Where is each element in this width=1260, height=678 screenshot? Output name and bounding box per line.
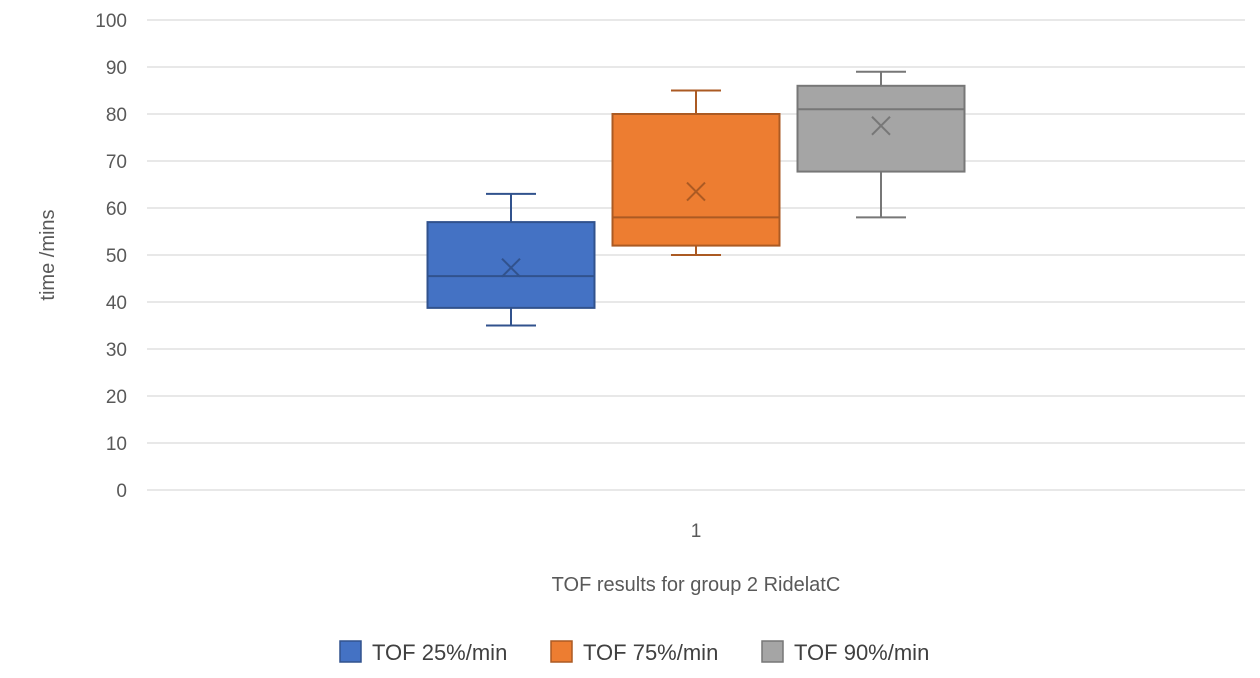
box — [611, 113, 781, 247]
mean-marker — [686, 181, 706, 202]
x-axis-ticks: 1 — [691, 521, 702, 542]
box-series — [426, 70, 966, 327]
mean-marker — [871, 116, 891, 136]
y-tick-label: 70 — [106, 152, 127, 173]
y-axis-ticks: 0 10 20 30 40 50 60 70 80 90 100 — [95, 11, 127, 502]
y-tick-label: 20 — [106, 387, 127, 408]
legend-label: TOF 25%/min — [372, 640, 507, 665]
legend-swatch — [761, 640, 784, 663]
y-tick-label: 100 — [95, 11, 127, 32]
x-axis-title: TOF results for group 2 RidelatC — [552, 574, 841, 596]
box — [426, 221, 596, 309]
legend-item-3: TOF 90%/min — [761, 640, 929, 665]
y-tick-label: 30 — [106, 340, 127, 361]
legend-item-1: TOF 25%/min — [339, 640, 507, 665]
legend-swatch — [339, 640, 362, 663]
y-tick-label: 40 — [106, 293, 127, 314]
box-series-1 — [426, 192, 596, 327]
y-tick-label: 50 — [106, 246, 127, 267]
legend: TOF 25%/min TOF 75%/min TOF 90%/min — [339, 640, 929, 665]
y-tick-label: 90 — [106, 58, 127, 79]
legend-swatch — [550, 640, 573, 663]
legend-item-2: TOF 75%/min — [550, 640, 718, 665]
legend-label: TOF 75%/min — [583, 640, 718, 665]
box-series-3 — [796, 70, 966, 219]
y-tick-label: 60 — [106, 199, 127, 220]
y-tick-label: 80 — [106, 105, 127, 126]
x-tick-label: 1 — [691, 521, 702, 542]
mean-marker — [501, 257, 521, 278]
box-series-2 — [611, 89, 781, 256]
y-tick-label: 10 — [106, 434, 127, 455]
y-axis-title: time /mins — [37, 209, 59, 300]
y-tick-label: 0 — [116, 481, 127, 502]
legend-label: TOF 90%/min — [794, 640, 929, 665]
box — [796, 84, 966, 173]
